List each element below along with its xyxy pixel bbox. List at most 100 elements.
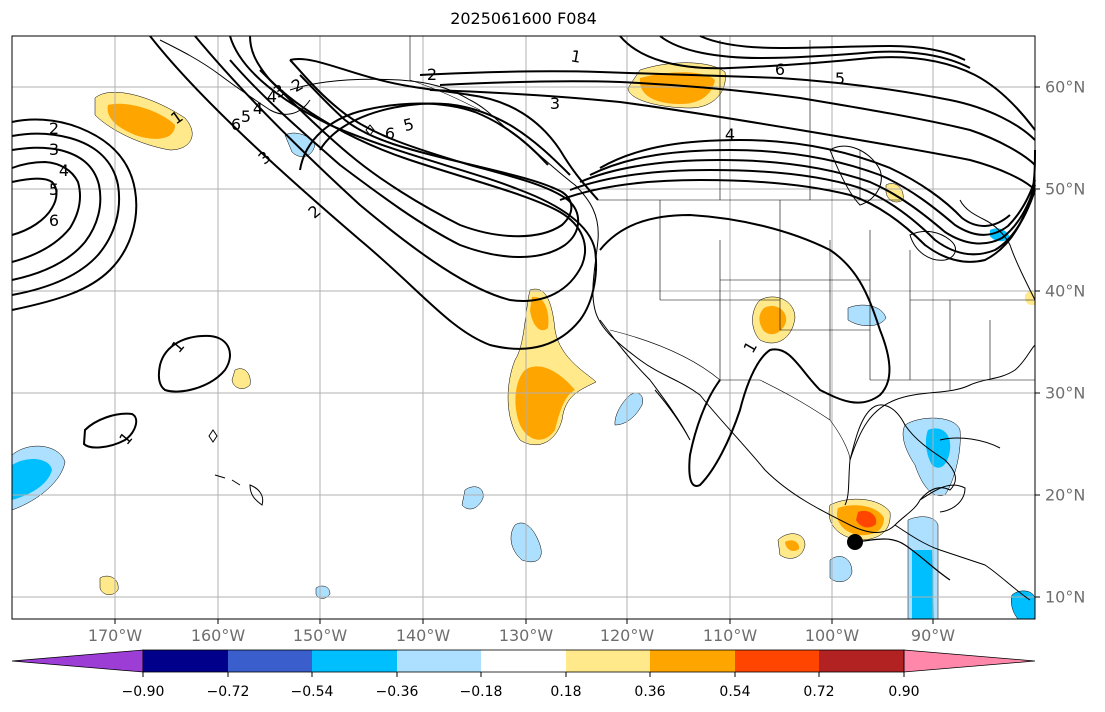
lon-label: 160°W xyxy=(190,626,246,645)
gulf-coast xyxy=(849,344,1036,461)
contour-line xyxy=(299,102,549,171)
map-frame xyxy=(11,35,1036,620)
contour-label: 4 xyxy=(59,161,69,180)
contour-label: 4 xyxy=(267,87,277,106)
hawaii-island xyxy=(214,474,241,486)
political-borders xyxy=(409,36,1035,461)
colorbar-box xyxy=(650,650,735,672)
contour-label: 3 xyxy=(550,94,560,113)
lon-label: 150°W xyxy=(292,626,348,645)
storm-track xyxy=(854,538,951,581)
negative-anomaly-patch xyxy=(614,392,643,426)
contour-label: 1 xyxy=(569,46,582,66)
contour-label: 6 xyxy=(385,124,395,143)
colorbar-box xyxy=(228,650,312,672)
lon-label: 140°W xyxy=(395,626,451,645)
contour-line xyxy=(599,213,891,487)
contour-line xyxy=(194,35,586,302)
central-america xyxy=(894,524,1031,601)
contour-line xyxy=(659,35,971,69)
lat-label: 40°N xyxy=(1045,281,1086,301)
shading-layer xyxy=(11,62,1036,620)
contour-line xyxy=(619,35,1036,131)
colorbar-box xyxy=(312,650,397,672)
lon-label: 90°W xyxy=(910,626,956,645)
contour-line xyxy=(157,334,231,393)
contour-line xyxy=(11,177,58,236)
contour-line xyxy=(579,158,1036,245)
colorbar-tick-label: −0.18 xyxy=(459,684,503,700)
contour-line xyxy=(149,35,598,350)
hawaii-island xyxy=(249,484,264,506)
colorbar-tick-label: −0.54 xyxy=(290,684,334,700)
contour-line xyxy=(82,412,138,449)
contour-label: 5 xyxy=(49,180,59,199)
colorbar-tick-label: −0.72 xyxy=(206,684,250,700)
lat-label: 10°N xyxy=(1045,587,1086,607)
contour-line xyxy=(11,118,138,311)
colorbar-box xyxy=(397,650,481,672)
contour-line xyxy=(439,80,1036,166)
colorbar-tick-label: −0.36 xyxy=(375,684,419,700)
colorbar-tick-label: 0.72 xyxy=(803,684,835,700)
lon-label: 130°W xyxy=(498,626,554,645)
alaska-border xyxy=(409,36,481,111)
contour-line xyxy=(229,59,580,258)
negative-anomaly-patch xyxy=(925,428,951,468)
colorbar-tick-label: −0.90 xyxy=(121,684,165,700)
contour-label: 2 xyxy=(49,119,59,138)
lat-label: 20°N xyxy=(1045,485,1086,505)
positive-anomaly-patch xyxy=(759,305,787,335)
colorbar-box xyxy=(566,650,650,672)
contour-label: 2 xyxy=(427,65,437,84)
colorbar-outline xyxy=(142,649,905,673)
contour-line xyxy=(599,138,1011,227)
contour-line xyxy=(429,89,1036,191)
negative-anomaly-patch xyxy=(461,486,484,510)
positive-anomaly-patch xyxy=(231,368,251,389)
contour-line xyxy=(589,148,1036,236)
contour-label: 6 xyxy=(231,115,241,134)
map-title: 2025061600 F084 xyxy=(450,9,597,28)
lon-label: 120°W xyxy=(599,626,655,645)
contour-line xyxy=(319,102,571,176)
great-lakes xyxy=(909,230,956,261)
lon-label: 100°W xyxy=(804,626,860,645)
contour-label: 5 xyxy=(401,114,416,135)
lat-label: 30°N xyxy=(1045,383,1086,403)
negative-anomaly-patch xyxy=(990,228,1010,242)
contour-line xyxy=(569,168,1036,256)
colorbar-tick-label: 0.18 xyxy=(550,684,582,700)
lon-label: 170°W xyxy=(87,626,143,645)
contour-label: 5 xyxy=(241,107,251,126)
positive-anomaly-patch xyxy=(107,103,175,139)
contour-line xyxy=(11,160,81,263)
colorbar-extend-high xyxy=(903,649,1036,673)
contour-label: 5 xyxy=(835,69,845,88)
contour-line xyxy=(699,35,966,61)
negative-anomaly-patch xyxy=(912,550,934,619)
contour-line xyxy=(289,58,599,201)
colorbar-box xyxy=(735,650,819,672)
contour-label: 4 xyxy=(253,99,263,118)
contour-line xyxy=(259,69,573,238)
baja-california xyxy=(599,319,691,441)
colorbar xyxy=(11,649,1036,677)
positive-anomaly-patch xyxy=(856,510,877,528)
contour-line xyxy=(11,132,121,296)
negative-anomaly-patch xyxy=(12,458,52,500)
contour-label: 4 xyxy=(725,125,735,144)
colorbar-box xyxy=(481,650,566,672)
positive-anomaly-patch xyxy=(515,366,575,440)
colorbar-tick-label: 0.54 xyxy=(719,684,751,700)
colorbar-extend-low xyxy=(11,649,144,673)
negative-anomaly-patch xyxy=(284,132,316,157)
axis-ticks xyxy=(114,86,1040,624)
yucatan xyxy=(919,484,966,513)
positive-anomaly-patch xyxy=(639,72,715,104)
cuba xyxy=(939,437,1001,449)
colorbar-box xyxy=(819,650,904,672)
contour-line xyxy=(11,146,102,281)
lon-label: 110°W xyxy=(702,626,758,645)
